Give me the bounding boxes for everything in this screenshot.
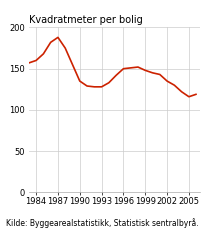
Text: Kvadratmeter per bolig: Kvadratmeter per bolig (29, 15, 143, 25)
Text: Kilde: Byggearealstatistikk, Statistisk sentralbyrå.: Kilde: Byggearealstatistikk, Statistisk … (6, 218, 199, 228)
